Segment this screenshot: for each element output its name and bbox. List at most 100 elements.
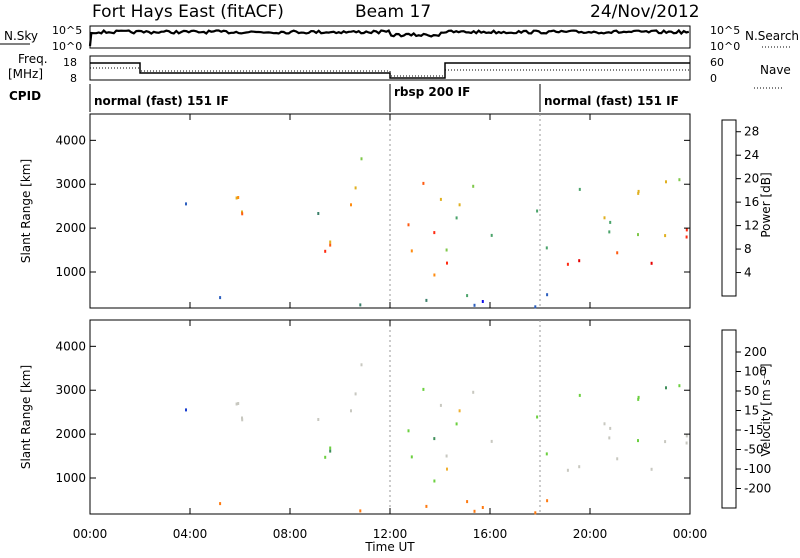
nsky-tick-top: 10^5 — [52, 24, 82, 37]
cpid-row: CPID normal (fast) 151 IF rbsp 200 IF no… — [9, 84, 679, 112]
y-tick-label: 3000 — [55, 177, 86, 191]
velocity-echo-cell — [241, 416, 243, 420]
cpid-mode-3: normal (fast) 151 IF — [544, 94, 679, 108]
power-echo-cell — [481, 300, 484, 303]
power-echo-cell — [603, 216, 606, 220]
velocity-y-axis: 1000 2000 3000 4000 — [55, 339, 690, 485]
nsearch-tick-top: 10^5 — [710, 24, 740, 37]
velocity-echo-cell — [473, 509, 476, 513]
colorbar-tick-label: 100 — [744, 365, 767, 379]
colorbar-tick-label: 24 — [744, 148, 759, 162]
freq-tick-bottom: 8 — [70, 72, 77, 85]
velocity-echo-cell — [329, 446, 332, 450]
power-echo-cell — [354, 186, 357, 190]
nsky-panel: N.Sky 10^5 10^0 10^5 10^0 N.Search — [0, 24, 799, 53]
power-echo-cell — [185, 202, 187, 206]
power-echo-cell — [536, 209, 539, 213]
velocity-echo-cell — [637, 395, 640, 399]
velocity-echo-cell — [425, 504, 428, 508]
velocity-echo-cell — [219, 502, 222, 506]
y-tick-label: 4000 — [55, 339, 86, 353]
time-x-axis: 00:00 04:00 08:00 12:00 16:00 20:00 00:00 — [73, 114, 707, 541]
colorbar-tick-label: 50 — [744, 384, 759, 398]
power-echo-cell — [360, 157, 363, 161]
velocity-echo-cell — [445, 454, 448, 458]
power-echo-cell — [446, 261, 448, 265]
time-xlabel: Time UT — [364, 540, 415, 554]
velocity-echo-cell — [546, 499, 549, 503]
velocity-echo-cell — [360, 363, 363, 367]
power-echo-cell — [650, 261, 653, 265]
power-echo-cell — [433, 231, 436, 235]
power-ylabel: Slant Range [km] — [19, 159, 33, 263]
power-echo-cell — [490, 233, 493, 237]
cpid-mode-1: normal (fast) 151 IF — [94, 94, 229, 108]
velocity-echo-cell — [466, 500, 469, 504]
power-echo-cell — [609, 220, 612, 224]
power-echo-cell — [235, 196, 238, 200]
velocity-echo-cell — [422, 387, 425, 391]
nsky-tick-bottom: 10^0 — [52, 40, 82, 53]
velocity-echo-cell — [490, 439, 493, 443]
velocity-echo-cell — [433, 479, 436, 483]
nsky-trace — [88, 28, 690, 47]
power-echo-cell — [410, 249, 413, 253]
velocity-echo-cell — [354, 392, 357, 396]
power-echo-cell — [685, 235, 688, 239]
velocity-echo-cell — [534, 511, 537, 515]
x-tick-label: 16:00 — [473, 527, 508, 541]
power-echo-cell — [578, 187, 581, 191]
power-echo-layer — [185, 157, 688, 309]
nave-tick-top: 60 — [710, 56, 724, 69]
date-label: 24/Nov/2012 — [590, 2, 700, 22]
power-echo-cell — [237, 196, 240, 199]
power-echo-cell — [458, 203, 461, 207]
y-tick-label: 1000 — [55, 471, 86, 485]
velocity-echo-cell — [685, 441, 688, 445]
colorbar-tick-label: 15 — [744, 404, 759, 418]
power-echo-cell — [466, 294, 469, 298]
velocity-echo-cell — [578, 465, 581, 469]
freq-trace — [90, 62, 690, 79]
station-title: Fort Hays East (fitACF) — [92, 2, 284, 22]
velocity-echo-cell — [609, 426, 612, 430]
velocity-echo-cell — [235, 402, 238, 406]
cpid-label: CPID — [9, 89, 41, 103]
power-echo-cell — [637, 233, 639, 237]
velocity-echo-cell — [685, 434, 688, 438]
colorbar-tick-label: -100 — [744, 462, 771, 476]
velocity-echo-layer — [185, 363, 688, 515]
velocity-echo-cell — [350, 409, 352, 413]
velocity-echo-cell — [446, 467, 448, 471]
x-tick-label: 00:00 — [73, 527, 108, 541]
beam-label: Beam 17 — [355, 2, 431, 22]
colorbar-tick-label: 8 — [744, 242, 752, 256]
power-echo-cell — [637, 189, 640, 193]
power-echo-cell — [472, 184, 475, 188]
colorbar-tick-label: 20 — [744, 172, 759, 186]
colorbar-tick-label: 16 — [744, 195, 759, 209]
power-echo-cell — [422, 181, 425, 185]
velocity-echo-cell — [536, 415, 539, 419]
power-echo-cell — [433, 273, 436, 277]
velocity-echo-cell — [616, 457, 619, 461]
velocity-echo-cell — [678, 384, 681, 388]
velocity-echo-cell — [458, 409, 461, 413]
nsearch-label: N.Search — [745, 29, 799, 43]
velocity-echo-cell — [637, 397, 640, 401]
velocity-echo-cell — [578, 393, 581, 397]
velocity-echo-cell — [185, 408, 187, 412]
velocity-echo-cell — [237, 402, 240, 405]
velocity-echo-cell — [410, 455, 413, 459]
power-echo-cell — [546, 293, 549, 297]
power-echo-cell — [608, 230, 611, 234]
velocity-echo-cell — [637, 439, 639, 443]
x-tick-label: 20:00 — [573, 527, 608, 541]
freq-label-2: [MHz] — [8, 67, 43, 81]
power-echo-cell — [616, 251, 619, 255]
power-echo-cell — [545, 246, 548, 250]
power-echo-cell — [678, 178, 681, 182]
power-echo-cell — [566, 262, 569, 266]
